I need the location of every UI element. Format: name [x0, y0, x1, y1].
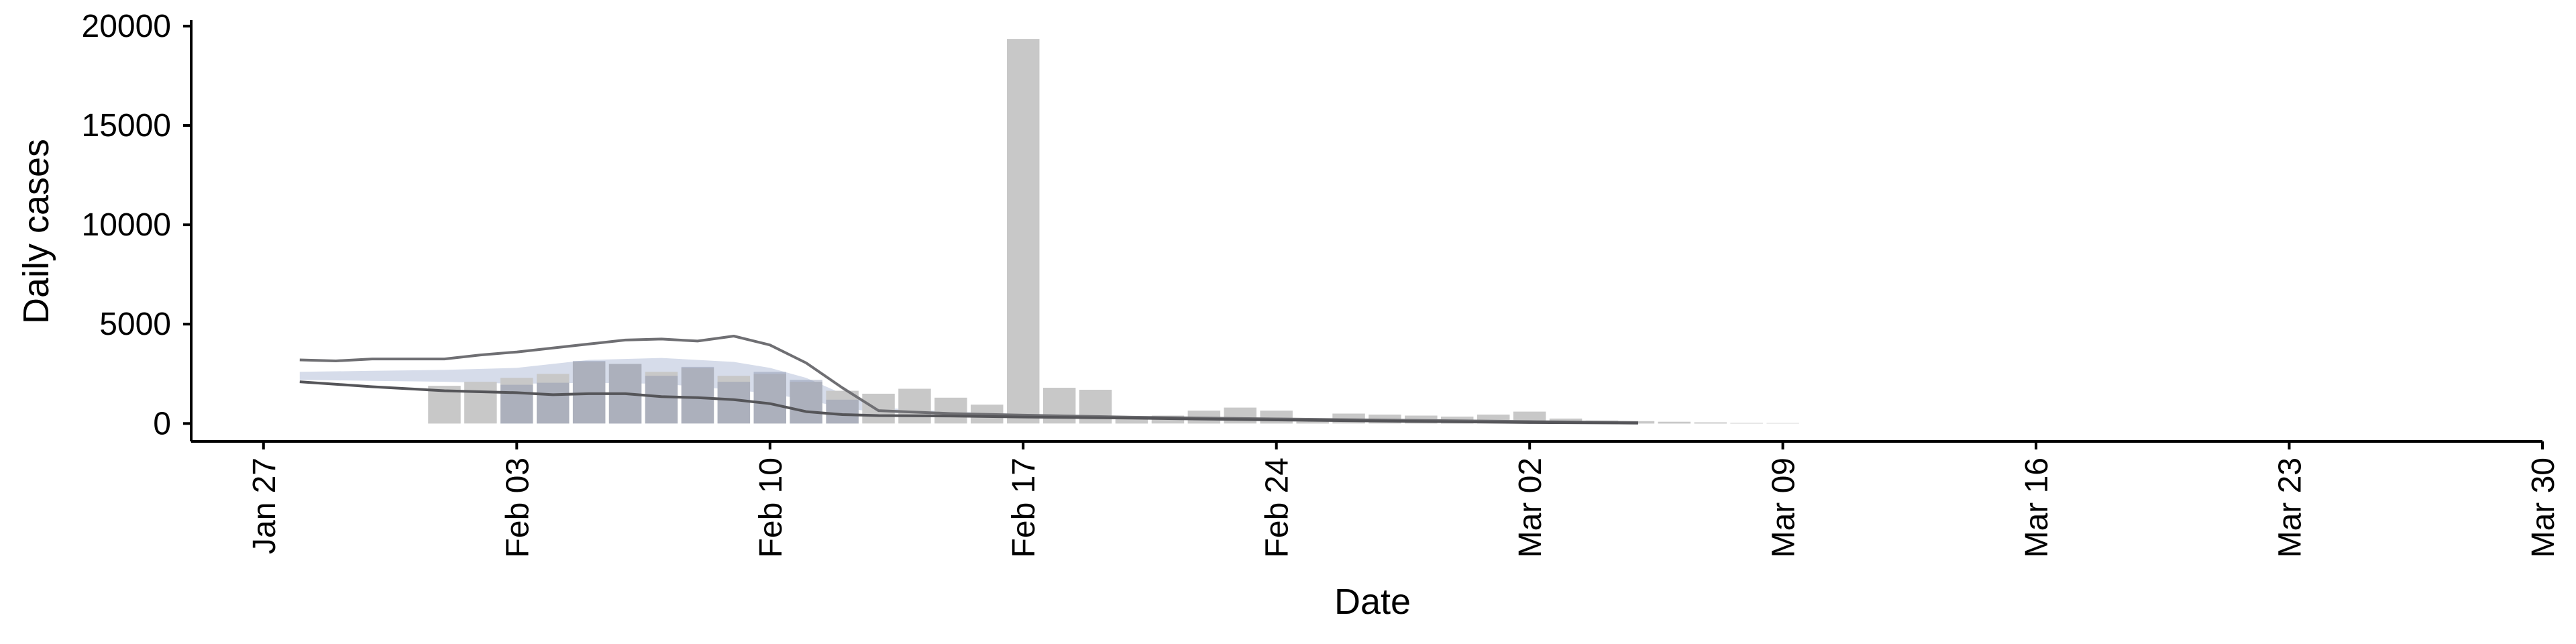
observed-case-bar [1224, 407, 1256, 424]
reported-case-bar [645, 376, 678, 424]
y-tick-label: 20000 [82, 9, 171, 44]
reported-case-bar [681, 366, 714, 424]
plot-area [299, 39, 1799, 425]
observed-case-bar [790, 382, 822, 424]
reported-case-bar [572, 361, 606, 424]
observed-case-bar [826, 390, 859, 424]
x-tick-label: Feb 10 [753, 458, 789, 557]
x-tick-label: Mar 02 [1513, 458, 1548, 557]
observed-case-bar [1115, 417, 1148, 424]
reported-case-bar [790, 380, 822, 424]
y-tick-label: 15000 [82, 108, 171, 144]
y-tick-label: 0 [153, 406, 171, 441]
x-ticks: Jan 27 Feb 03 Feb 10 Feb 17 Feb 24 Mar 02 Mar … [247, 441, 2561, 557]
bound-lines-layer [299, 335, 1638, 425]
axes: 0 5000 10000 15000 20000 Jan 27 Feb 03 Feb 10 F… [82, 9, 2561, 558]
observed-case-bar [1007, 39, 1040, 424]
y-tick-label: 10000 [82, 207, 171, 243]
observed-case-bar [1766, 423, 1799, 424]
x-tick-label: Mar 23 [2273, 458, 2308, 557]
observed-case-bar [681, 368, 714, 424]
y-ticks: 0 5000 10000 15000 20000 [82, 9, 191, 441]
reported-case-bar [537, 382, 570, 424]
estimate-band-layer [299, 358, 1530, 423]
observed-case-bar [1730, 423, 1763, 424]
reported-case-bar [826, 399, 859, 424]
y-tick-label: 5000 [99, 307, 171, 342]
observed-case-bar [898, 388, 931, 424]
observed-case-bar [1621, 421, 1655, 424]
observed-case-bar [1260, 411, 1293, 424]
x-tick-label: Mar 09 [1766, 458, 1802, 557]
x-tick-label: Mar 30 [2526, 458, 2561, 557]
reported-case-bar [500, 384, 533, 424]
reported-case-bar [753, 372, 786, 424]
x-tick-label: Mar 16 [2019, 458, 2055, 557]
observed-case-bar [862, 393, 895, 424]
reported-case-bar [717, 382, 751, 424]
observed-case-bar [1658, 421, 1691, 424]
lower-bound-line [299, 380, 1638, 425]
y-axis-title: Daily cases [16, 139, 56, 324]
observed-case-bar [537, 374, 570, 424]
observed-case-bar [753, 374, 786, 424]
observed-case-bar [464, 382, 497, 424]
x-tick-label: Feb 24 [1260, 458, 1295, 557]
x-tick-label: Feb 17 [1006, 458, 1042, 557]
observed-case-bar [1296, 421, 1329, 424]
estimate-band [299, 358, 1530, 423]
observed-case-bar [1694, 422, 1727, 424]
upper-bound-line [299, 335, 1638, 424]
x-tick-label: Jan 27 [247, 458, 282, 554]
observed-bars-layer [428, 39, 1799, 424]
x-axis-title: Date [1334, 582, 1411, 622]
observed-case-bar [500, 378, 533, 424]
x-tick-label: Feb 03 [500, 458, 535, 557]
observed-case-bar [934, 397, 967, 424]
